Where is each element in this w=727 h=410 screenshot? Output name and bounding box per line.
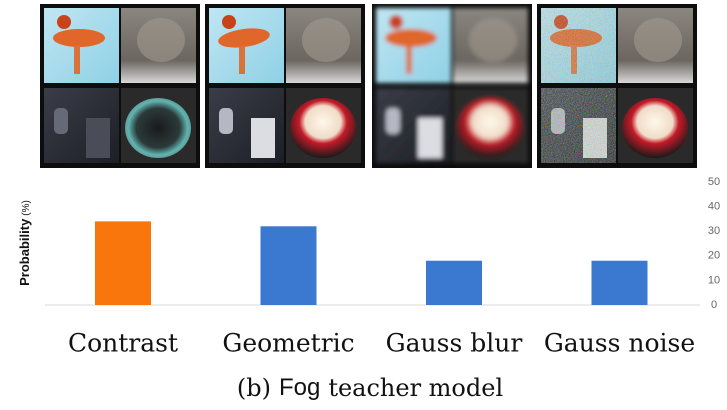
thumb-shape (137, 18, 185, 62)
noise (541, 8, 616, 83)
x-tick-label: Geometric (222, 329, 354, 358)
thumb-shape (385, 29, 437, 47)
noise (541, 88, 616, 163)
thumb-shape (457, 98, 523, 158)
caption-part: teacher model (328, 374, 503, 402)
thumb-shape (125, 98, 191, 158)
image-panels (40, 4, 697, 168)
thumb-shape (53, 29, 105, 47)
thumb-shape (469, 18, 517, 62)
y-tick-label: 50 (708, 176, 720, 188)
thumb-shape (222, 15, 236, 29)
caption: (b) Fog teacher model (237, 374, 503, 402)
thumb-shape (634, 18, 682, 62)
thumb-shape (54, 108, 68, 134)
thumb-shape (406, 46, 412, 74)
thumb-shape (251, 118, 275, 158)
x-tick-label: Gauss blur (386, 329, 523, 358)
thumb-shape (74, 46, 80, 74)
bar (592, 261, 648, 305)
y-tick-label: 20 (708, 250, 720, 262)
x-tick-label: Contrast (68, 329, 178, 358)
bar (261, 226, 317, 305)
caption-part: (b) (237, 374, 271, 402)
thumb-shape (302, 18, 350, 62)
thumb-shape (57, 15, 71, 29)
y-tick-label: 30 (708, 225, 720, 237)
thumb-shape (389, 15, 403, 29)
y-label-unit: (%) (21, 200, 32, 216)
thumb-shape (86, 118, 110, 158)
bar (426, 261, 482, 305)
thumb-shape (290, 98, 356, 158)
x-tick-label: Gauss noise (544, 329, 695, 358)
y-axis-label: Probability (%) (17, 200, 32, 286)
thumb-shape (239, 46, 245, 74)
y-label: Probability (17, 218, 32, 286)
bar (95, 221, 151, 305)
thumb-shape (386, 108, 400, 134)
y-tick-label: 40 (708, 201, 720, 213)
thumb-shape (418, 118, 442, 158)
thumb-shape (622, 98, 688, 158)
thumb-shape (219, 108, 233, 134)
y-tick-label: 10 (708, 274, 720, 286)
caption-part: Fog (279, 374, 320, 401)
figure: Probability (%) (b) Fog teacher model 0 10 20… (0, 0, 727, 410)
y-tick-label: 0 (711, 299, 717, 311)
